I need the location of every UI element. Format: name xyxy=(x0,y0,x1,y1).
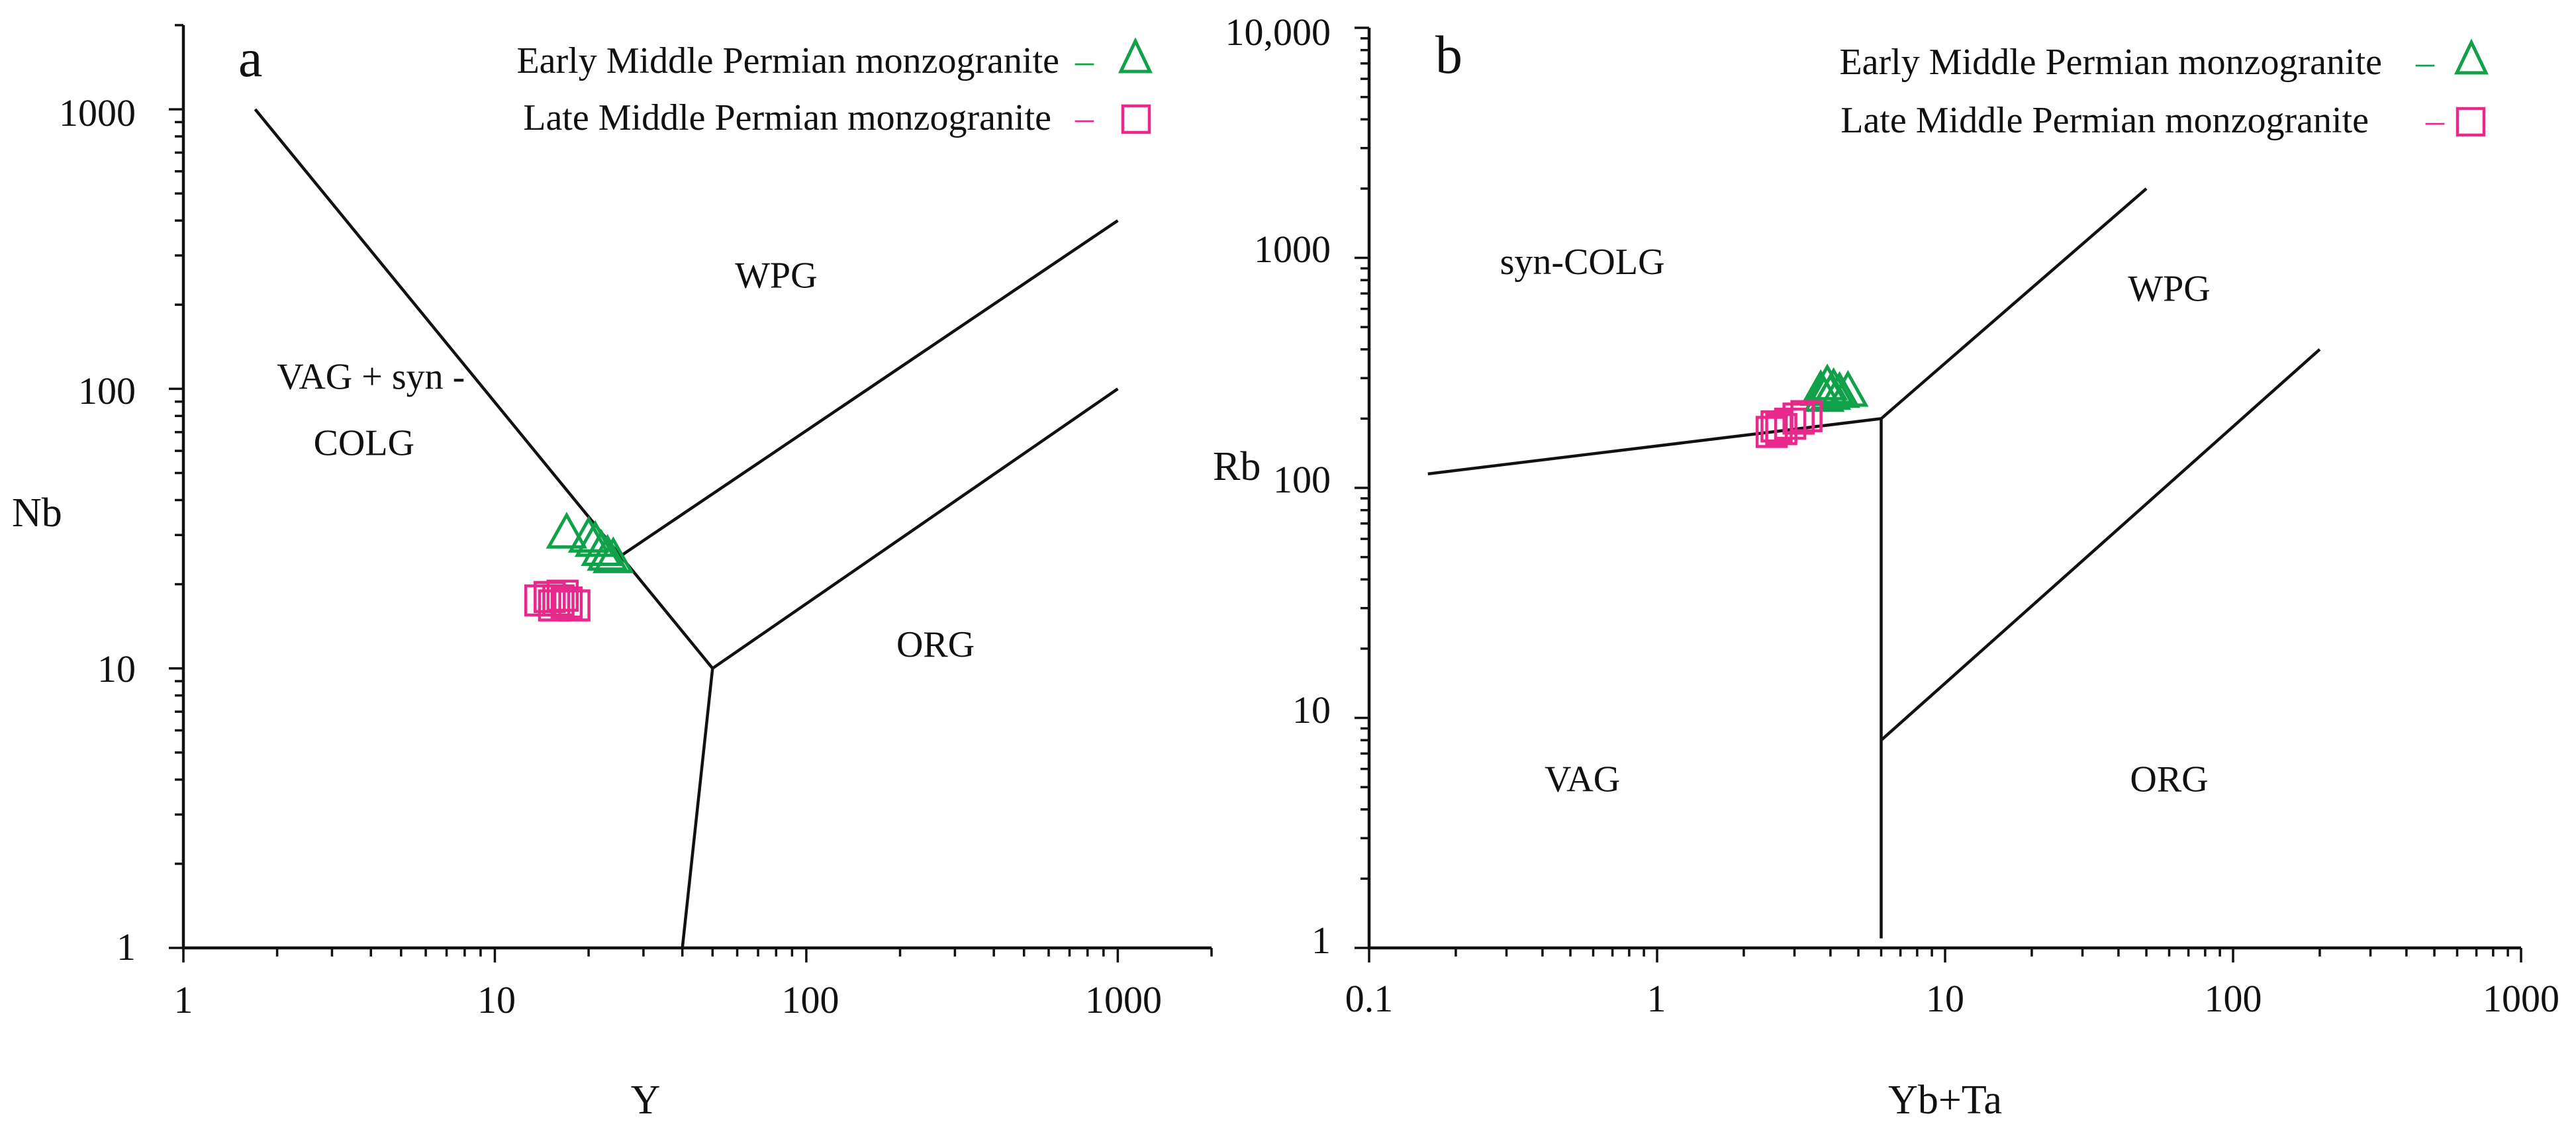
panel-b-x-axis-label: Yb+Ta xyxy=(1888,1078,2002,1122)
panel-b-early-triangle-point xyxy=(1809,373,1852,410)
panel-b-legend-late-label: Late Middle Permian monzogranite xyxy=(1840,100,2369,141)
panel-b-field-label: WPG xyxy=(2128,269,2210,310)
panel-a-early-triangle-point xyxy=(567,516,610,553)
panel-a-y-tick-label: 10 xyxy=(97,647,136,690)
panel-b-field-label: ORG xyxy=(2130,759,2208,800)
panel-a-early-triangle-point xyxy=(581,529,622,566)
panel-a-x-tick-label: 1000 xyxy=(1085,978,1162,1021)
panel-a-field-labels: WPG VAG + syn - COLG ORG xyxy=(277,256,975,666)
panel-a-late-square-point xyxy=(550,586,583,619)
panel-a: a Nb Y Early Middle Permian monzogranite… xyxy=(12,24,1213,1122)
panel-b-boundary-line xyxy=(1880,348,2321,741)
panel-b-y-tick-label: 100 xyxy=(1273,458,1331,501)
panel-b-y-axis-label: Rb xyxy=(1213,444,1261,489)
panel-a-field-label: VAG + syn - xyxy=(277,356,465,397)
panel-b-y-tick-label: 10 xyxy=(1292,688,1331,731)
panel-a-y-tick-label: 1 xyxy=(117,925,136,968)
panel-a-axes xyxy=(181,25,1212,950)
panel-a-y-axis-label: Nb xyxy=(12,491,62,536)
panel-a-early-triangle-point xyxy=(546,512,588,549)
panel-b-y-tick-label: 1000 xyxy=(1254,228,1331,271)
panel-a-boundary-line xyxy=(712,387,1119,670)
panel-a-legend-triangle-icon xyxy=(1118,37,1153,73)
panel-b-x-tick-label: 10 xyxy=(1926,977,1964,1020)
panel-a-y-tick-label: 100 xyxy=(78,369,136,412)
panel-b-late-square-point xyxy=(1760,410,1793,443)
panel-a-x-tick-label: 1 xyxy=(174,978,193,1021)
panel-b: b Rb Yb+Ta Early Middle Permian monzogra… xyxy=(1213,11,2559,1122)
panel-a-legend-square-icon xyxy=(1121,104,1151,134)
panel-b-y-tick-label: 1 xyxy=(1312,919,1331,962)
panel-a-boundary-line xyxy=(681,668,714,949)
panel-a-legend-late-label: Late Middle Permian monzogranite xyxy=(523,97,1051,138)
panel-a-late-square-point xyxy=(546,579,579,612)
panel-b-legend-square-icon xyxy=(2456,107,2486,137)
panel-a-late-square-point xyxy=(558,589,591,622)
panel-a-field-label: COLG xyxy=(314,422,414,463)
panel-a-x-tick-label: 100 xyxy=(782,978,839,1021)
panel-a-legend-early-label: Early Middle Permian monzogranite xyxy=(516,40,1059,81)
panel-a-boundaries xyxy=(254,108,1119,949)
panel-b-x-tick-label: 1 xyxy=(1647,977,1666,1020)
panel-a-y-tick-label: 1000 xyxy=(59,91,136,134)
panel-b-y-tick-label: 10,000 xyxy=(1225,11,1331,54)
panel-a-legend-early-dash: – xyxy=(1074,40,1094,81)
panel-b-legend-triangle-icon xyxy=(2454,38,2489,75)
panel-b-late-square-point xyxy=(1782,402,1815,435)
panel-a-boundary-line xyxy=(618,219,1119,559)
panel-a-field-label: ORG xyxy=(896,624,975,665)
panel-a-early-triangle-point xyxy=(593,536,634,573)
panel-a-field-label: WPG xyxy=(735,256,817,297)
panel-b-field-labels: syn-COLG WPG VAG ORG xyxy=(1500,242,2211,800)
panel-b-legend-early-label: Early Middle Permian monzogranite xyxy=(1839,42,2382,83)
panel-b-axis-ticks xyxy=(1355,26,2522,962)
panel-a-late-square-point xyxy=(538,589,571,622)
panel-b-x-tick-label: 0.1 xyxy=(1345,977,1394,1020)
panel-b-legend-late-dash: – xyxy=(2425,100,2445,141)
panel-a-x-tick-label: 10 xyxy=(477,978,516,1021)
panel-b-early-triangle-point xyxy=(1803,375,1845,412)
panel-b-field-label: syn-COLG xyxy=(1500,242,1665,283)
panel-a-legend-late-dash: – xyxy=(1074,97,1094,138)
panel-b-data-points xyxy=(1755,363,1869,448)
panel-b-label: b xyxy=(1435,24,1462,85)
panel-a-data-points xyxy=(524,512,634,622)
panel-b-legend-early-dash: – xyxy=(2415,42,2435,83)
panel-b-late-square-point xyxy=(1765,413,1797,445)
panel-a-x-axis-label: Y xyxy=(631,1078,661,1122)
panel-b-axes xyxy=(1367,28,2521,950)
panel-a-boundary-line xyxy=(254,108,714,670)
panel-a-legend: Early Middle Permian monzogranite – Late… xyxy=(516,37,1153,138)
panel-b-early-triangle-point xyxy=(1827,369,1869,407)
panel-b-x-tick-label: 1000 xyxy=(2483,977,2559,1020)
panel-b-x-tick-label: 100 xyxy=(2205,977,2262,1020)
panel-a-tick-labels: 1 10 100 1000 1 10 100 1000 xyxy=(59,91,1162,1021)
panel-b-tick-labels: 0.1 1 10 100 1000 1 10 100 1000 10,000 xyxy=(1225,11,2560,1020)
panel-a-early-triangle-point xyxy=(587,534,628,571)
panel-b-legend: Early Middle Permian monzogranite – Late… xyxy=(1839,38,2489,141)
panel-a-label: a xyxy=(238,28,262,88)
panel-b-boundary-line xyxy=(1880,187,2148,420)
panel-b-field-label: VAG xyxy=(1545,759,1620,800)
panel-a-axis-ticks xyxy=(169,24,1213,962)
